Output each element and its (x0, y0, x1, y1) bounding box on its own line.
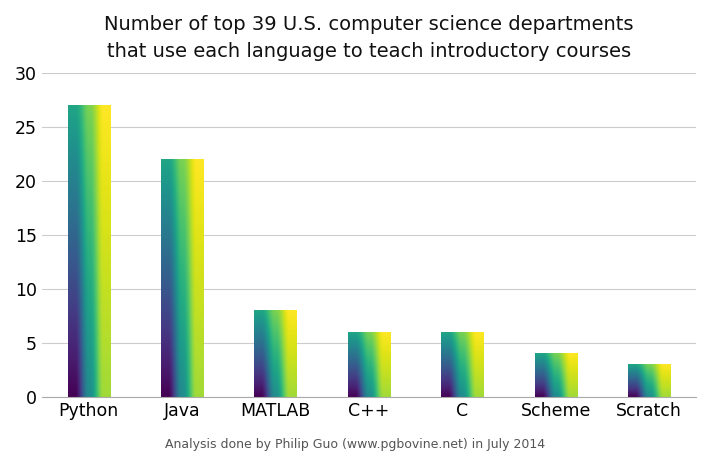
Text: Analysis done by Philip Guo (www.pgbovine.net) in July 2014: Analysis done by Philip Guo (www.pgbovin… (166, 438, 545, 451)
Title: Number of top 39 U.S. computer science departments
that use each language to tea: Number of top 39 U.S. computer science d… (105, 15, 634, 60)
